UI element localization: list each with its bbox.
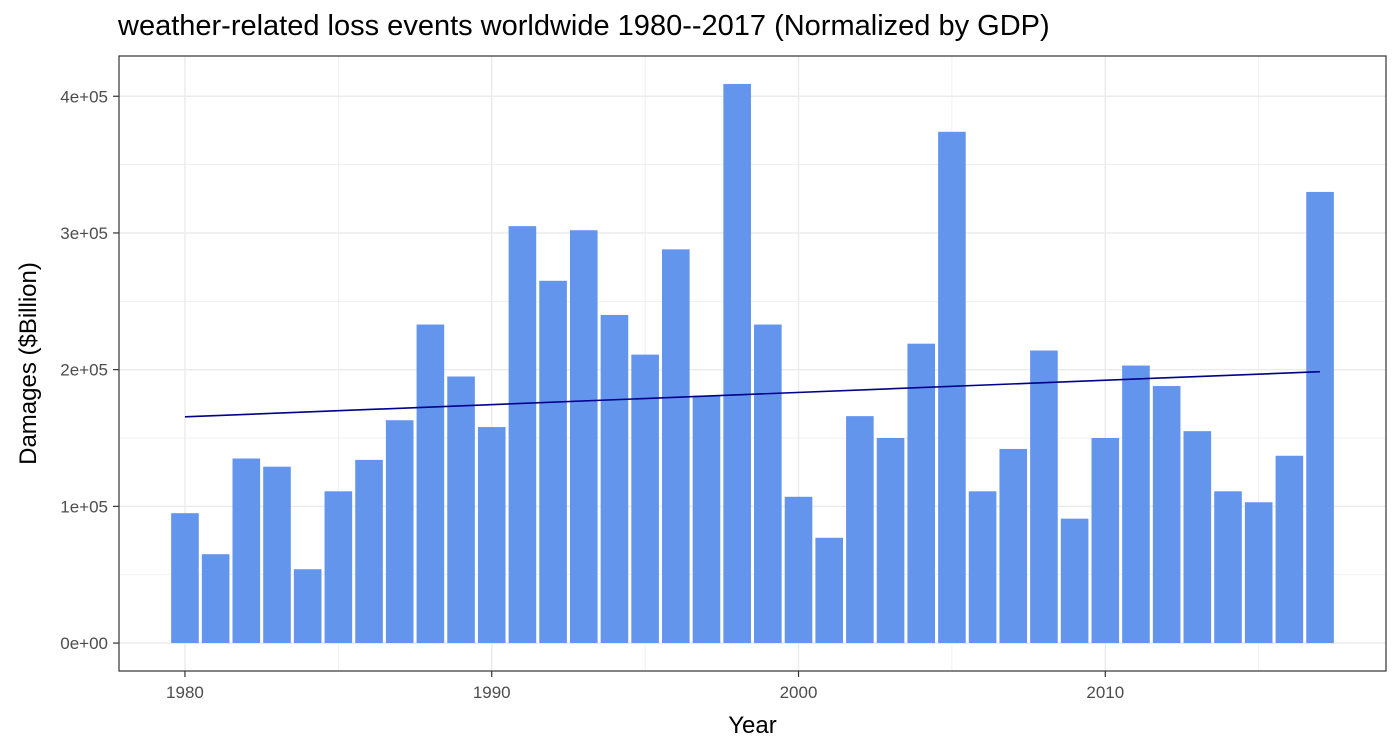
bar-1992 [539, 280, 567, 644]
bar-2003 [876, 437, 905, 644]
bar-2012 [1152, 386, 1181, 644]
bar-2008 [1030, 350, 1058, 644]
chart-title: weather-related loss events worldwide 19… [118, 10, 1050, 42]
bar-1994 [600, 314, 629, 644]
bar-1984 [293, 569, 322, 644]
bar-1993 [569, 230, 598, 644]
bar-1983 [263, 466, 291, 644]
trend-line [184, 370, 1321, 418]
y-axis-ticks: 0e+00 1e+05 2e+05 3e+05 4e+05 [60, 87, 119, 653]
y-tick-label: 3e+05 [60, 224, 108, 243]
bar-1997 [692, 395, 721, 644]
y-tick-label: 4e+05 [60, 87, 108, 106]
bar-1982 [232, 458, 261, 644]
x-axis-title: Year [728, 712, 777, 739]
bar-1989 [447, 376, 475, 644]
y-axis-title: Damages ($Billion) [15, 262, 42, 465]
x-tick-label: 1980 [166, 683, 204, 702]
bar-1996 [662, 249, 690, 644]
bar-2001 [815, 537, 843, 644]
bar-2002 [846, 416, 874, 644]
bar-2015 [1244, 502, 1273, 644]
bar-1991 [508, 226, 537, 644]
bar-1987 [385, 420, 414, 644]
bar-2006 [968, 491, 997, 644]
bar-2010 [1091, 437, 1120, 644]
y-tick-label: 0e+00 [60, 634, 108, 653]
x-tick-label: 2000 [780, 683, 818, 702]
bar-2013 [1183, 431, 1212, 644]
bar-1995 [631, 354, 659, 644]
bar-2011 [1122, 365, 1150, 644]
panel-border [118, 55, 1387, 672]
bar-1990 [477, 427, 506, 644]
bar-2016 [1275, 455, 1304, 644]
bar-1985 [324, 491, 353, 644]
bar-1981 [201, 554, 230, 644]
x-tick-label: 1990 [473, 683, 511, 702]
bar-1998 [723, 83, 751, 644]
bar-2004 [907, 343, 936, 644]
x-tick-label: 2010 [1086, 683, 1124, 702]
x-axis-ticks: 1980 1990 2000 2010 [166, 671, 1124, 702]
bar-1999 [754, 324, 782, 644]
bar-2017 [1306, 191, 1334, 644]
bars [171, 83, 1334, 644]
bar-2007 [999, 448, 1028, 644]
y-tick-label: 1e+05 [60, 497, 108, 516]
bar-2000 [784, 496, 813, 644]
bar-2009 [1060, 518, 1089, 644]
y-tick-label: 2e+05 [60, 361, 108, 380]
bar-1988 [416, 324, 445, 644]
bar-2014 [1214, 491, 1242, 644]
bar-1986 [355, 459, 383, 644]
bar-1980 [171, 513, 199, 644]
trend-line-group [184, 370, 1321, 418]
